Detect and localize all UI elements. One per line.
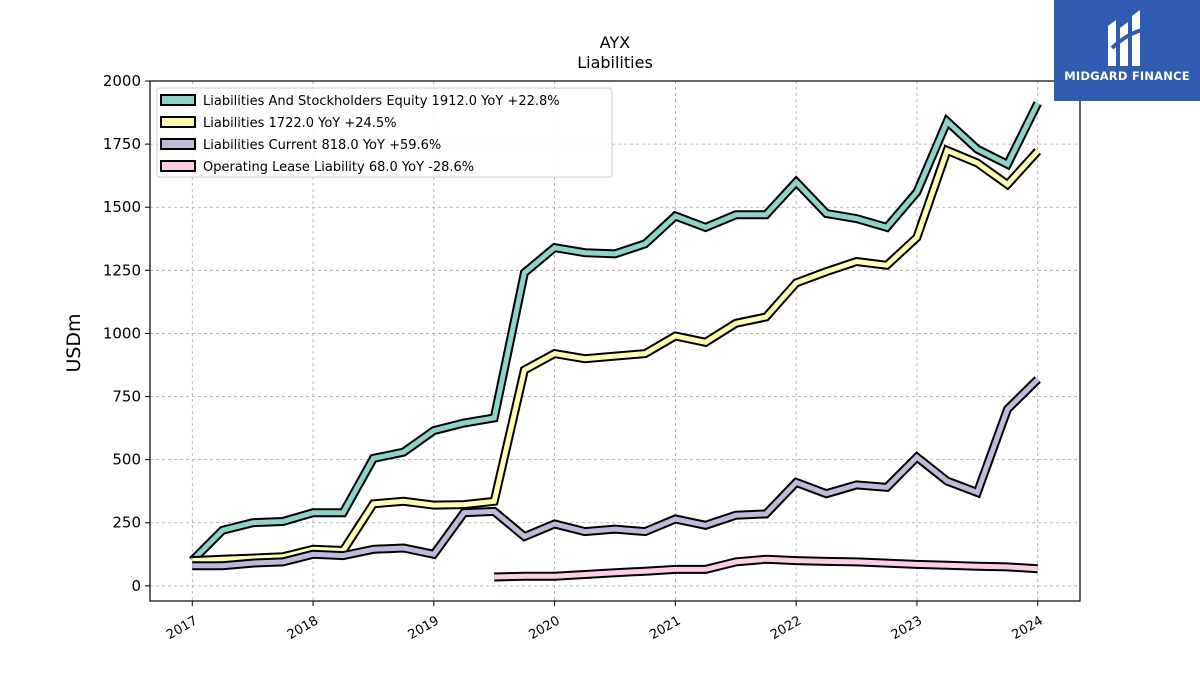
plot-frame <box>149 80 1081 602</box>
series-liabilities-and-stockholders-equity <box>189 101 1042 564</box>
y-tick-label: 250 <box>112 514 141 532</box>
y-tick-label: 1000 <box>103 324 141 342</box>
chart-title: AYX <box>600 33 630 52</box>
x-tick-label: 2019 <box>406 613 442 643</box>
x-tick-label: 2018 <box>285 613 321 643</box>
legend-swatch <box>160 160 196 172</box>
series-operating-lease-liability <box>494 554 1038 582</box>
legend-box <box>156 87 613 178</box>
legend-entry: Liabilities And Stockholders Equity 1912… <box>203 94 560 109</box>
x-tick-label: 2020 <box>526 613 562 643</box>
x-tick-label: 2022 <box>768 613 804 643</box>
chart-subtitle: Liabilities <box>577 53 653 72</box>
series-line <box>192 147 1040 564</box>
series-line <box>190 102 1040 563</box>
legend-swatch <box>160 94 196 106</box>
series-layer <box>189 101 1042 582</box>
legend: Liabilities And Stockholders Equity 1912… <box>156 87 613 178</box>
y-tick-label: 2000 <box>103 72 141 90</box>
x-tick-label: 2023 <box>889 613 925 643</box>
legend-entry: Operating Lease Liability 68.0 YoY -28.6… <box>203 160 474 175</box>
series-liabilities <box>192 144 1042 566</box>
series-liabilities-current <box>192 376 1041 571</box>
series-line-outline <box>192 376 1041 571</box>
x-tick-label: 2021 <box>647 613 683 643</box>
legend-entry: Liabilities Current 818.0 YoY +59.6% <box>203 138 441 153</box>
y-tick-label: 0 <box>131 577 141 595</box>
legend-entry: Liabilities 1722.0 YoY +24.5% <box>203 116 397 131</box>
series-line <box>494 556 1038 580</box>
series-line <box>192 377 1040 569</box>
legend-swatch <box>160 138 196 150</box>
legend-swatch <box>160 116 196 128</box>
x-tick-label: 2017 <box>164 613 200 643</box>
y-tick-label: 500 <box>112 451 141 469</box>
y-tick-label: 1500 <box>103 198 141 216</box>
y-tick-label: 750 <box>112 388 141 406</box>
logo-text: MIDGARD FINANCE <box>1064 69 1190 83</box>
x-tick-label: 2024 <box>1010 613 1046 643</box>
y-tick-label: 1250 <box>103 261 141 279</box>
y-tick-label: 1750 <box>103 135 141 153</box>
midgard-logo-icon <box>1108 10 1143 66</box>
brand-logo: MIDGARD FINANCE <box>1054 0 1200 101</box>
y-axis-label: USDm <box>63 313 85 372</box>
